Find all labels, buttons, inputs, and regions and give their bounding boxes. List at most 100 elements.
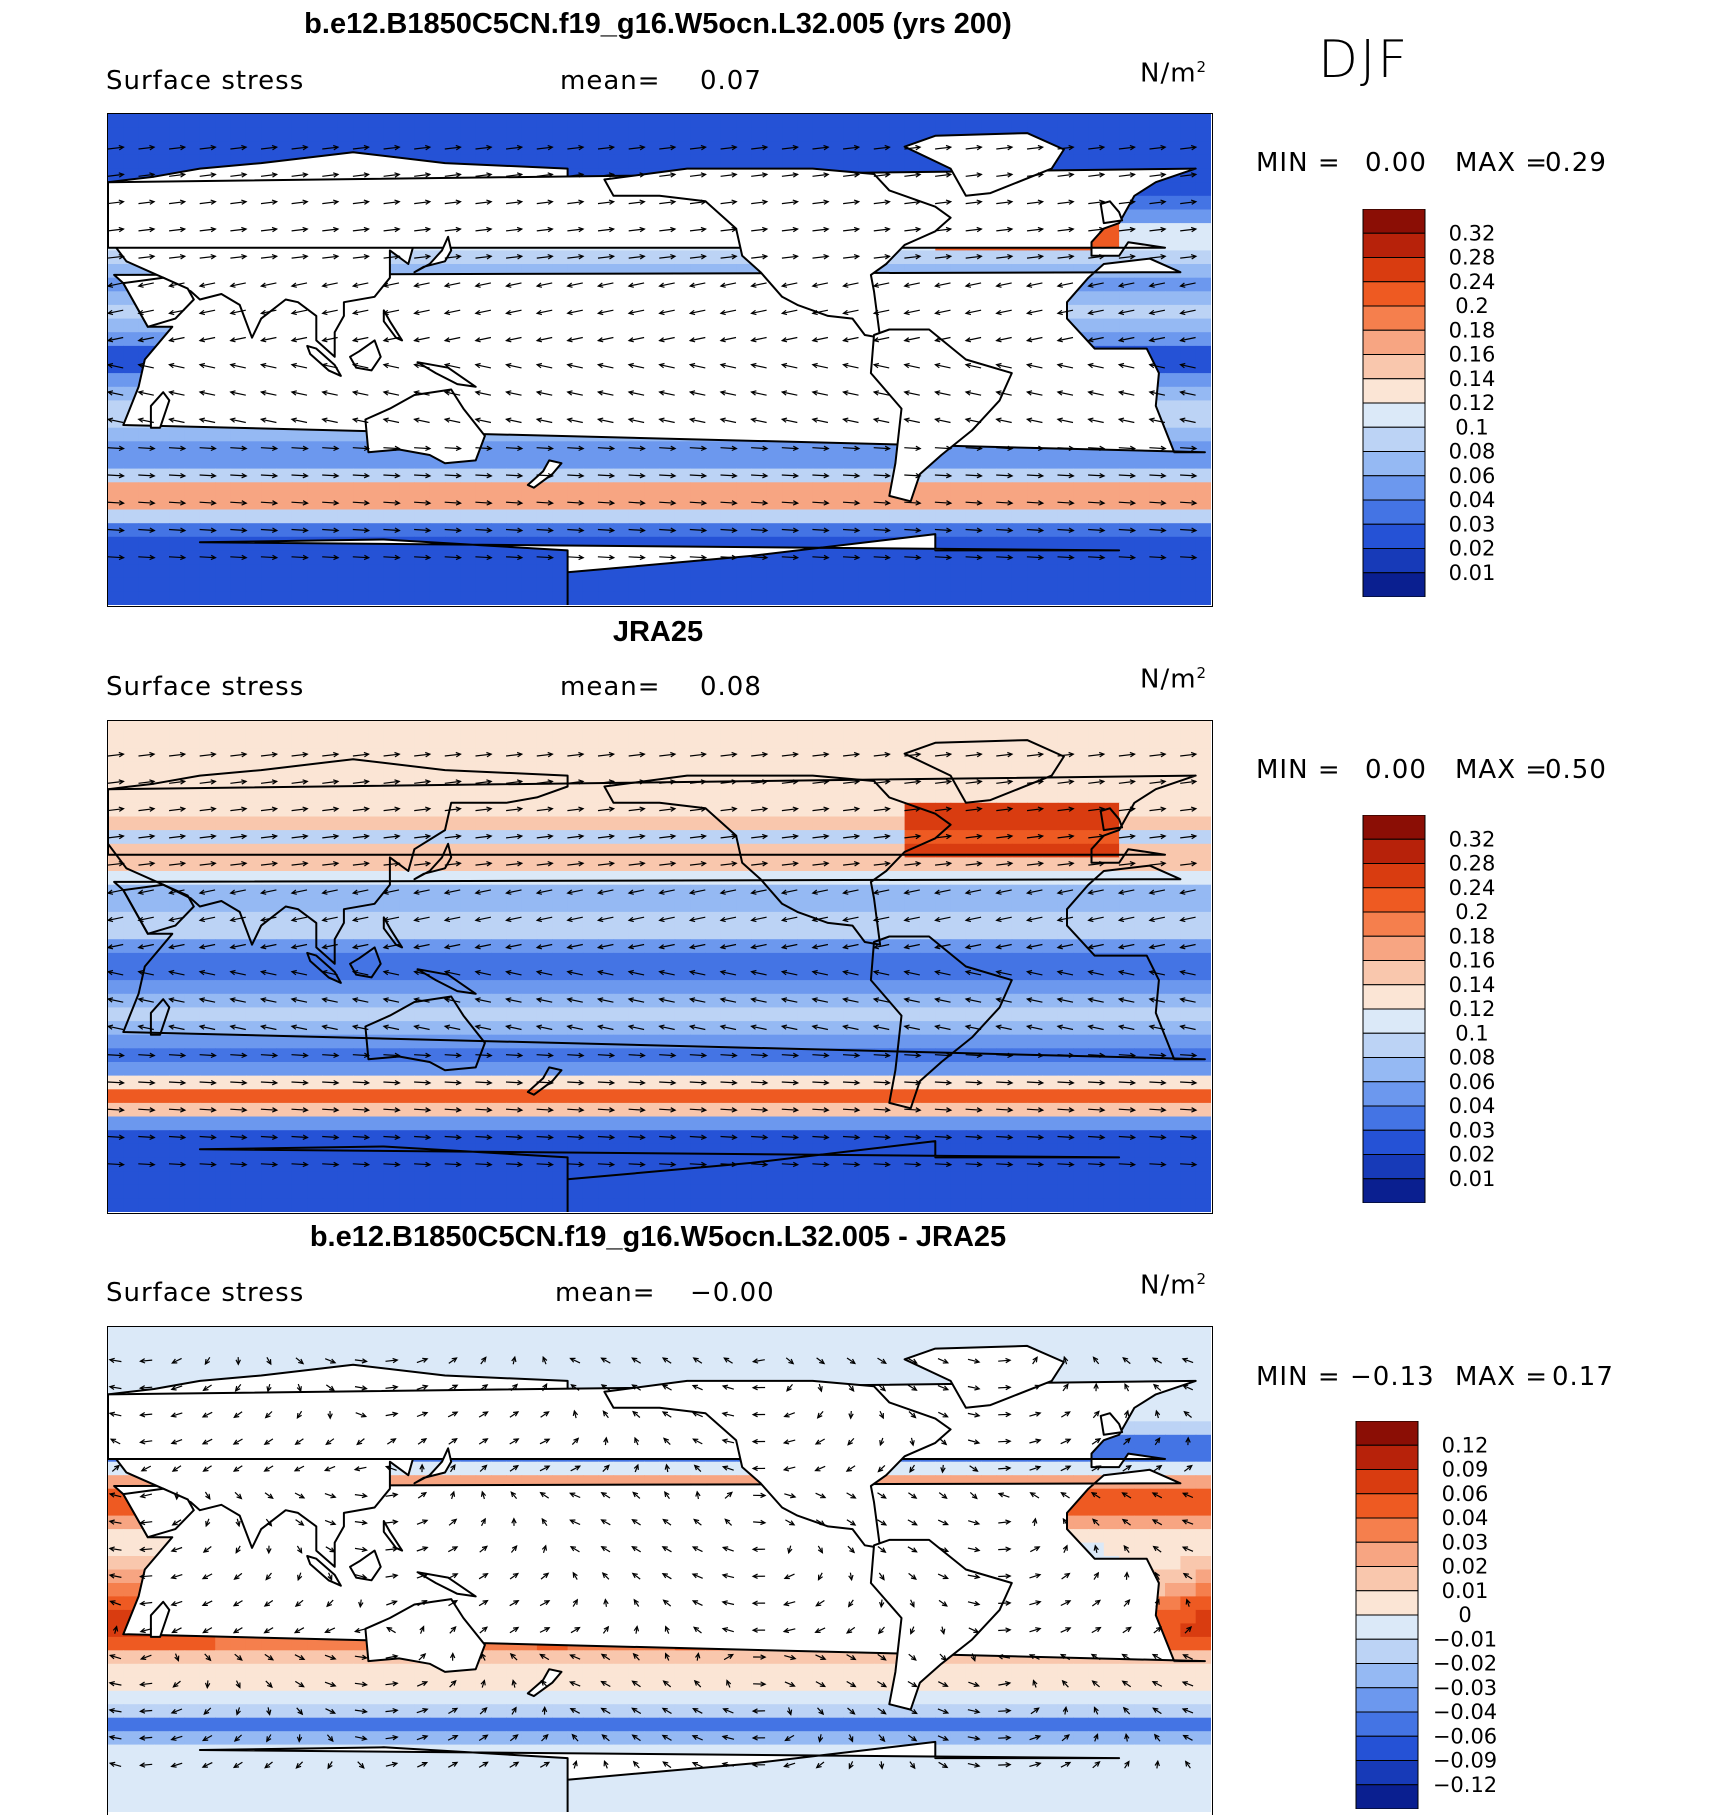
vector-arrow	[1180, 447, 1197, 450]
field-cell	[1057, 721, 1074, 736]
field-cell	[950, 114, 967, 129]
field-cell	[245, 911, 262, 927]
field-cell	[154, 523, 170, 538]
field-cell	[506, 482, 523, 497]
vector-arrow	[322, 418, 338, 424]
vector-arrow	[781, 228, 798, 232]
vector-arrow-head	[639, 254, 646, 260]
field-cell	[506, 925, 523, 940]
vector-arrow	[1027, 418, 1043, 424]
vector-arrow-head	[688, 390, 696, 396]
field-cell	[1088, 154, 1105, 170]
field-cell	[199, 721, 216, 736]
field-cell	[1011, 857, 1028, 872]
vector-arrow	[1149, 364, 1166, 369]
field-cell	[1180, 318, 1197, 333]
field-cell	[613, 482, 630, 497]
field-cell	[353, 761, 369, 777]
field-cell	[582, 591, 599, 605]
field-cell	[199, 925, 216, 940]
field-cell	[184, 830, 201, 845]
field-cell	[1149, 898, 1166, 913]
vector-arrow	[689, 173, 706, 177]
field-cell	[215, 550, 232, 565]
field-cell	[674, 925, 691, 940]
field-cell	[1057, 509, 1074, 524]
field-cell	[414, 591, 431, 605]
field-cell	[674, 871, 691, 886]
field-cell	[1195, 141, 1211, 156]
field-cell	[950, 577, 967, 592]
vector-arrow-head	[1117, 337, 1125, 343]
field-cell	[1088, 816, 1105, 831]
field-cell	[184, 734, 201, 749]
field-cell	[506, 564, 523, 579]
colorbar-svg: 0.320.280.240.20.180.160.140.120.10.080.…	[1362, 208, 1495, 598]
field-cell	[138, 455, 155, 470]
vector-arrow-head	[137, 362, 144, 369]
field-cell	[475, 455, 492, 470]
field-cell	[154, 154, 170, 170]
vector-arrow	[720, 173, 737, 177]
vector-arrow-head	[842, 362, 849, 369]
field-cell	[245, 898, 262, 913]
field-cell	[567, 154, 584, 170]
field-cell	[628, 843, 645, 858]
field-cell	[138, 114, 155, 129]
field-cell	[981, 857, 998, 872]
field-cell	[460, 250, 477, 265]
field-cell	[1057, 564, 1074, 579]
vector-arrow-head	[382, 390, 389, 396]
field-cell	[812, 898, 829, 913]
vector-arrow-head	[516, 199, 524, 205]
vector-arrow-head	[1160, 527, 1167, 533]
field-cell	[1042, 843, 1059, 858]
vector-arrow-head	[780, 282, 788, 288]
vector-arrow-head	[762, 500, 769, 506]
field-cell	[460, 734, 477, 749]
field-cell	[981, 884, 998, 899]
field-cell	[1195, 591, 1211, 605]
vector-arrow-head	[964, 390, 972, 396]
vector-arrow-head	[731, 527, 738, 533]
field-cell	[843, 577, 860, 592]
field-cell	[598, 482, 615, 497]
field-cell	[536, 843, 553, 858]
field-cell	[950, 495, 967, 511]
field-cell	[567, 482, 584, 497]
vector-arrow-head	[1191, 527, 1198, 533]
vector-arrow-head	[688, 282, 696, 288]
field-cell	[582, 843, 599, 858]
field-cell	[368, 789, 385, 804]
vector-arrow-head	[168, 282, 175, 288]
vector-arrow	[873, 447, 890, 450]
vector-arrow-head	[639, 144, 646, 151]
vector-arrow	[1057, 556, 1074, 559]
field-cell	[307, 509, 324, 524]
vector-arrow	[843, 391, 859, 396]
vector-arrow	[169, 255, 185, 259]
field-cell	[184, 495, 201, 511]
field-cell	[276, 495, 293, 511]
field-cell	[858, 816, 875, 831]
field-cell	[337, 734, 354, 749]
vector-arrow	[230, 447, 247, 450]
vector-arrow	[444, 309, 461, 314]
vector-arrow	[720, 146, 737, 150]
vector-arrow-head	[842, 309, 849, 316]
field-cell	[981, 468, 998, 483]
field-cell	[797, 761, 814, 777]
vector-arrow-head	[1007, 172, 1014, 178]
field-cell	[245, 816, 262, 831]
panel-1-mean-label: mean=	[560, 66, 661, 96]
field-cell	[1180, 721, 1197, 736]
field-cell	[123, 127, 140, 142]
field-cell	[828, 884, 844, 899]
field-cell	[1011, 748, 1028, 763]
field-cell	[322, 871, 339, 886]
vector-arrow-head	[792, 226, 799, 233]
field-cell	[368, 802, 385, 817]
vector-arrow-head	[750, 337, 757, 343]
field-cell	[1011, 761, 1028, 777]
field-cell	[919, 884, 936, 899]
